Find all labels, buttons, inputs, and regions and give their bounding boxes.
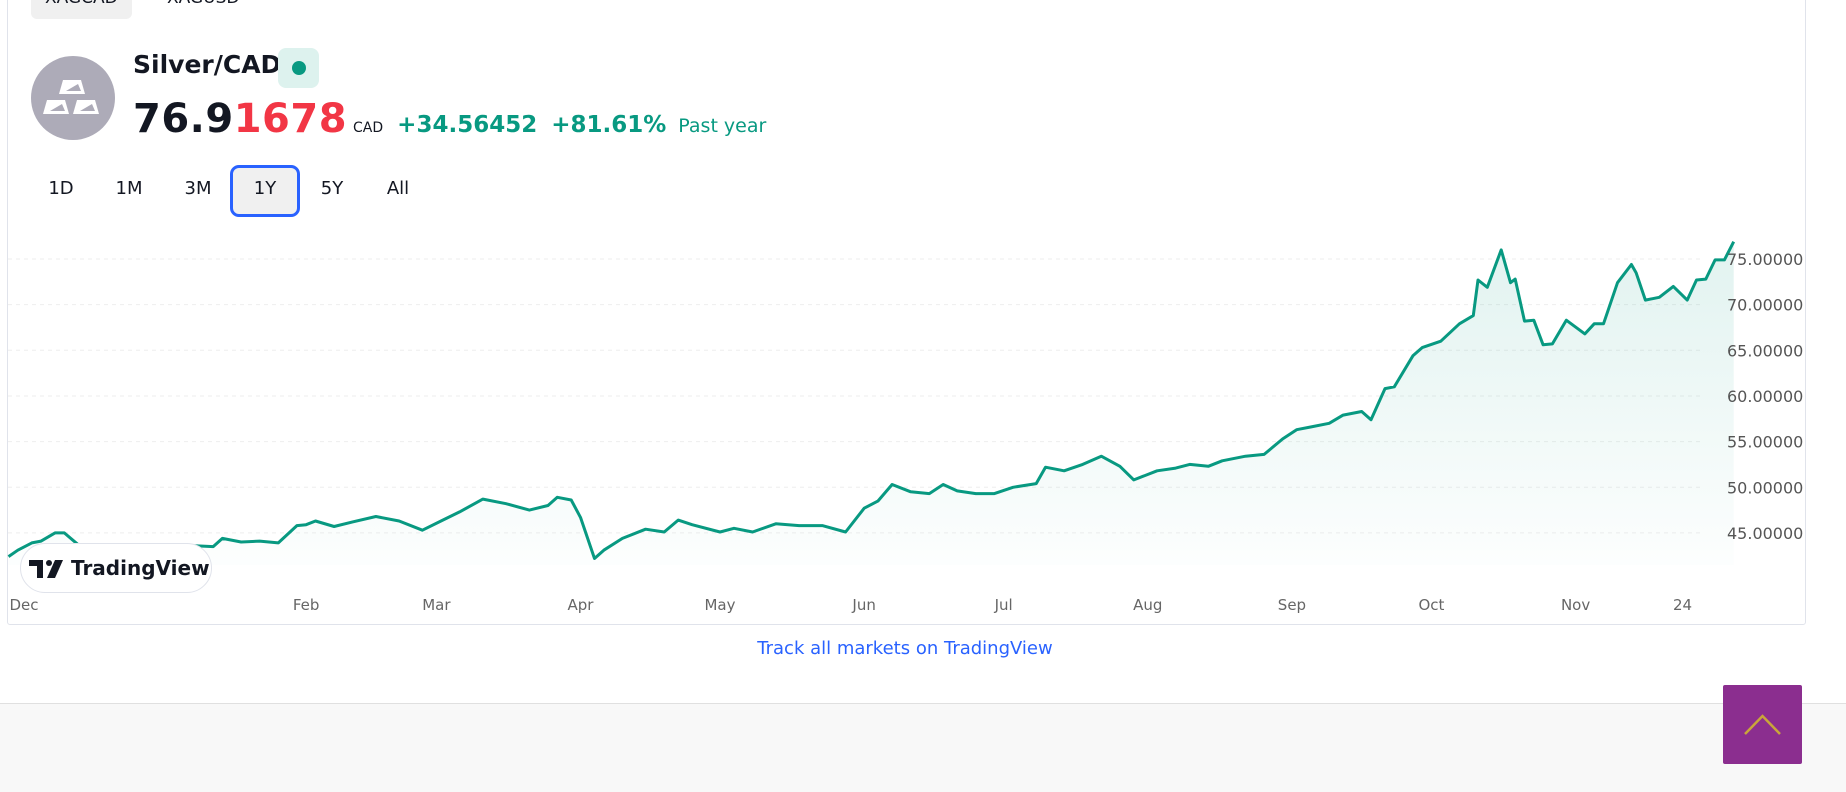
page-footer — [0, 703, 1846, 792]
tradingview-logo-text: TradingView — [71, 556, 210, 580]
x-tick-label: Apr — [568, 596, 595, 614]
y-tick-label: 60.00000 — [1727, 387, 1803, 406]
x-tick-label: Dec — [9, 596, 38, 614]
y-tick-label: 65.00000 — [1727, 341, 1803, 360]
y-tick-label: 45.00000 — [1727, 524, 1803, 543]
y-tick-label: 50.00000 — [1727, 478, 1803, 497]
x-tick-label: Aug — [1133, 596, 1162, 614]
price-chart[interactable]: 45.00000 50.00000 55.00000 60.00000 65.00000… — [0, 0, 1846, 640]
x-tick-label: Nov — [1561, 596, 1590, 614]
tradingview-logo-icon — [27, 558, 67, 580]
x-tick-label: Jun — [851, 596, 875, 614]
x-tick-label: Oct — [1418, 596, 1444, 614]
x-tick-label: May — [704, 596, 735, 614]
y-tick-label: 70.00000 — [1727, 296, 1803, 315]
x-tick-label: 24 — [1673, 596, 1692, 614]
x-tick-label: Jul — [994, 596, 1013, 614]
y-tick-label: 55.00000 — [1727, 433, 1803, 452]
scroll-to-top-button[interactable] — [1723, 685, 1802, 764]
y-tick-label: 75.00000 — [1727, 250, 1803, 269]
x-tick-label: Sep — [1278, 596, 1306, 614]
tradingview-logo-badge[interactable]: TradingView — [20, 543, 212, 593]
price-area-fill — [9, 242, 1734, 565]
x-tick-label: Mar — [422, 596, 451, 614]
chevron-up-icon — [1723, 685, 1802, 764]
x-tick-label: Feb — [293, 596, 320, 614]
track-all-markets-link[interactable]: Track all markets on TradingView — [0, 638, 1810, 659]
